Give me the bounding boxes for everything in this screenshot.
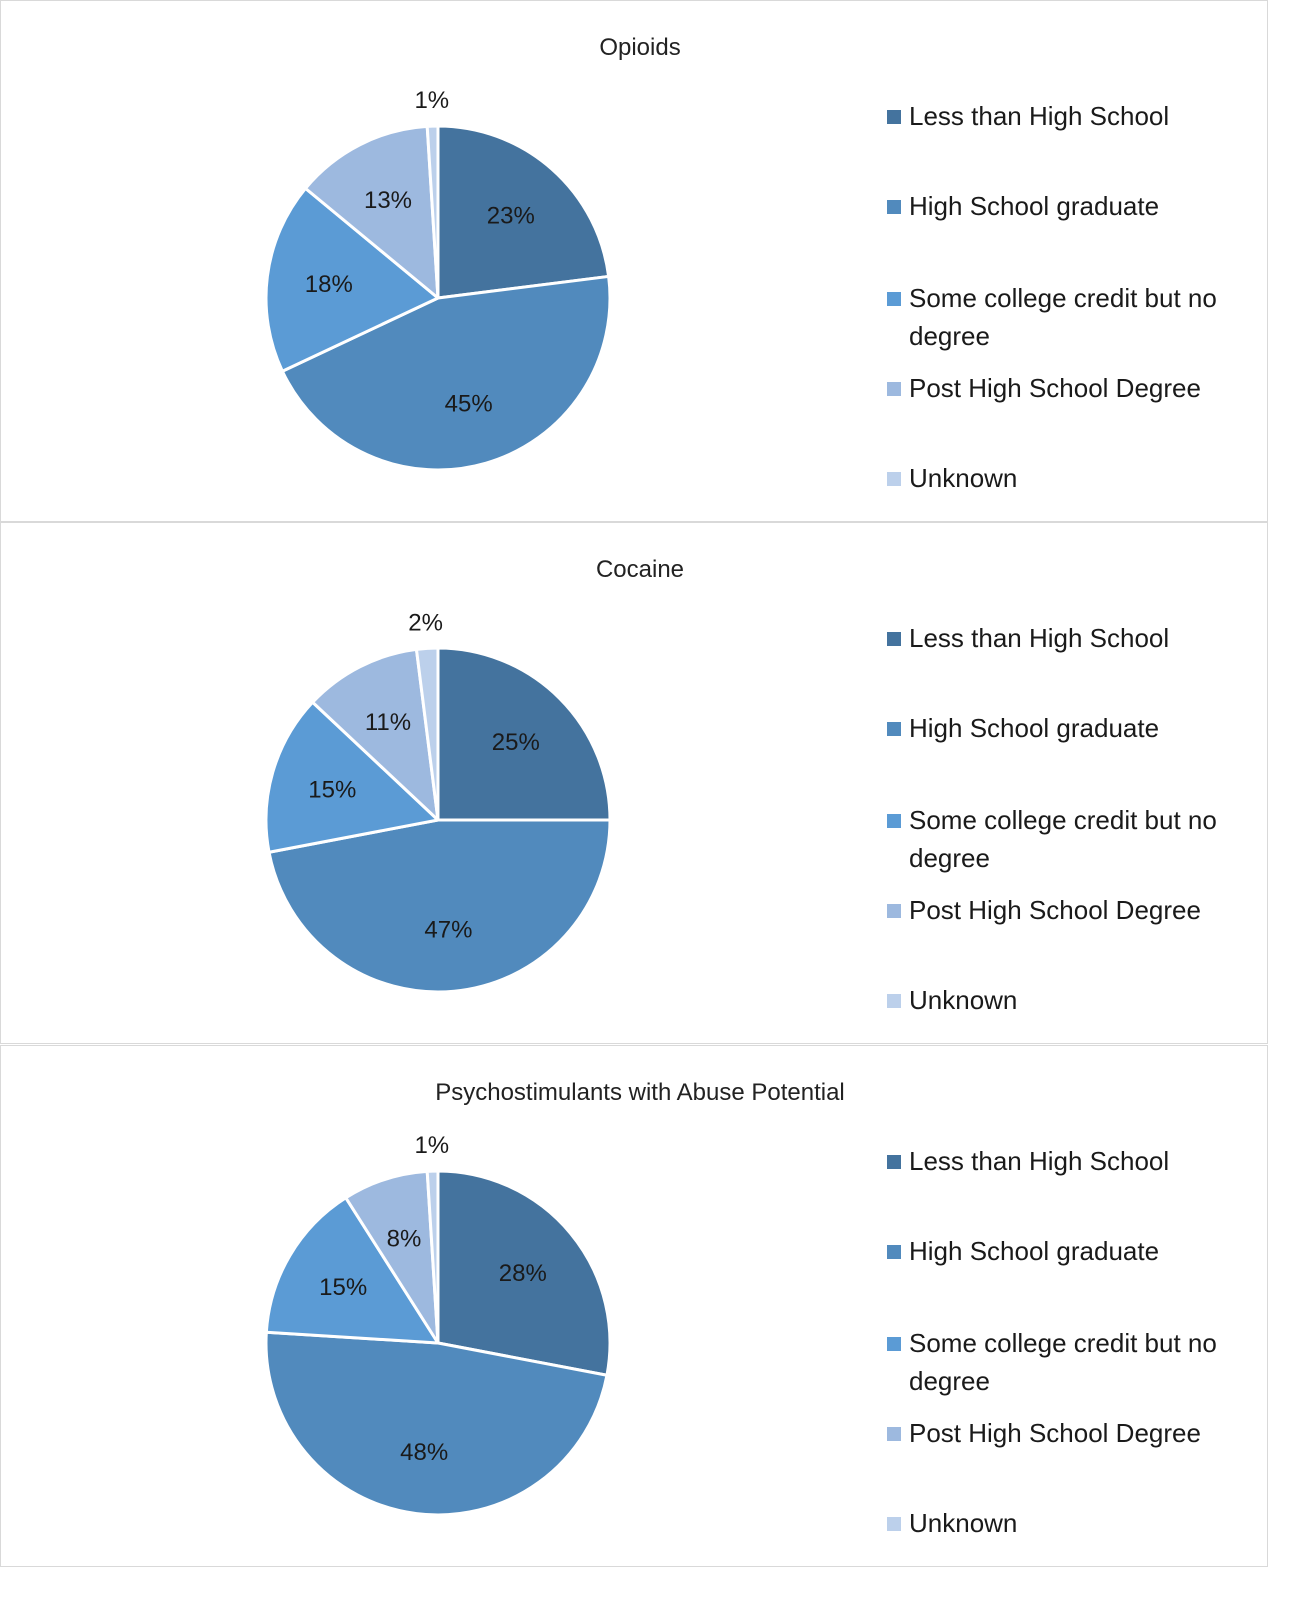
- pie-slice: [414, 646, 440, 822]
- legend-item: Less than High School: [887, 619, 1259, 657]
- legend-label: Post High School Degree: [909, 373, 1201, 403]
- legend-swatch: [887, 632, 901, 646]
- legend-item: Post High School Degree: [887, 369, 1259, 407]
- legend-swatch: [887, 1517, 901, 1531]
- legend-label: Less than High School: [909, 1146, 1170, 1176]
- pie-slice: [425, 1169, 440, 1345]
- chart-panel-1: Opioids 23% 45% 18% 13% 1% Less than High Scho…: [0, 0, 1268, 522]
- slice-data-label: 1%: [414, 87, 449, 114]
- slice-data-label: 13%: [364, 187, 412, 214]
- slice-data-label: 47%: [424, 917, 472, 944]
- legend-label: High School graduate: [909, 191, 1160, 221]
- pie-slice: [280, 274, 612, 472]
- chart-panel-3: Psychostimulants with Abuse Potential 28%…: [0, 1045, 1268, 1567]
- slice-data-label: 15%: [308, 776, 356, 803]
- pie-slice: [264, 700, 440, 854]
- legend-item: Less than High School: [887, 97, 1259, 135]
- slice-data-label: 2%: [408, 609, 443, 636]
- slice-data-label: 1%: [414, 1132, 449, 1159]
- pie-slice: [264, 1196, 440, 1345]
- legend-swatch: [887, 110, 901, 124]
- legend-swatch: [887, 200, 901, 214]
- legend-swatch: [887, 722, 901, 736]
- legend-label: Some college credit but no degree: [909, 1328, 1217, 1396]
- legend-item: Unknown: [887, 459, 1259, 497]
- pie-slice: [425, 124, 440, 300]
- legend-item: High School graduate: [887, 709, 1259, 747]
- legend-item: Unknown: [887, 1504, 1259, 1542]
- chart-title: Opioids: [599, 34, 680, 61]
- slice-data-label: 8%: [387, 1225, 422, 1252]
- slice-data-label: 48%: [400, 1439, 448, 1466]
- legend-swatch: [887, 814, 901, 828]
- legend-label: Unknown: [909, 985, 1018, 1015]
- legend-item: Some college credit but no degree: [887, 279, 1259, 355]
- legend-swatch: [887, 1155, 901, 1169]
- pie-chart-3: Psychostimulants with Abuse Potential 28%…: [264, 1079, 845, 1517]
- pie-chart-2: Cocaine 25% 47% 15% 11% 2%: [264, 556, 684, 994]
- legend-item: High School graduate: [887, 187, 1259, 225]
- pie-chart-1: Opioids 23% 45% 18% 13% 1%: [264, 34, 681, 472]
- legend-item: Unknown: [887, 981, 1259, 1019]
- legend-swatch: [887, 292, 901, 306]
- pie-slice: [436, 1169, 612, 1377]
- legend-swatch: [887, 382, 901, 396]
- slice-data-label: 18%: [305, 271, 353, 298]
- legend-item: Some college credit but no degree: [887, 1324, 1259, 1400]
- legend-label: Less than High School: [909, 623, 1170, 653]
- legend-swatch: [887, 904, 901, 918]
- slice-data-label: 15%: [319, 1274, 367, 1301]
- chart-title: Psychostimulants with Abuse Potential: [435, 1079, 845, 1106]
- legend-swatch: [887, 1337, 901, 1351]
- legend-label: Some college credit but no degree: [909, 805, 1217, 873]
- legend-item: Post High School Degree: [887, 1414, 1259, 1452]
- pie-slice: [264, 186, 440, 373]
- legend-item: Post High School Degree: [887, 891, 1259, 929]
- legend-item: Some college credit but no degree: [887, 801, 1259, 877]
- pie-slice: [267, 818, 612, 994]
- legend-swatch: [887, 1245, 901, 1259]
- pie-slice: [303, 124, 440, 300]
- slice-data-label: 23%: [487, 202, 535, 229]
- legend-swatch: [887, 1427, 901, 1441]
- pie-slice: [436, 646, 612, 822]
- legend-label: High School graduate: [909, 713, 1160, 743]
- legend-label: Post High School Degree: [909, 895, 1201, 925]
- chart-panel-2: Cocaine 25% 47% 15% 11% 2% Less than High Scho…: [0, 522, 1268, 1044]
- pie-slice: [264, 1330, 609, 1517]
- legend-item: High School graduate: [887, 1232, 1259, 1270]
- slice-data-label: 11%: [365, 709, 411, 736]
- legend-label: Some college credit but no degree: [909, 283, 1217, 351]
- legend-label: Post High School Degree: [909, 1418, 1201, 1448]
- chart-title: Cocaine: [596, 556, 684, 583]
- slice-data-label: 28%: [499, 1260, 547, 1287]
- pie-slice: [436, 124, 611, 300]
- legend-swatch: [887, 994, 901, 1008]
- legend-label: Unknown: [909, 1508, 1018, 1538]
- legend-item: Less than High School: [887, 1142, 1259, 1180]
- slice-data-label: 25%: [492, 729, 540, 756]
- legend-label: Less than High School: [909, 101, 1170, 131]
- pie-slice: [311, 647, 440, 822]
- legend-swatch: [887, 472, 901, 486]
- legend-label: High School graduate: [909, 1236, 1160, 1266]
- slice-data-label: 45%: [445, 391, 493, 418]
- legend-label: Unknown: [909, 463, 1018, 493]
